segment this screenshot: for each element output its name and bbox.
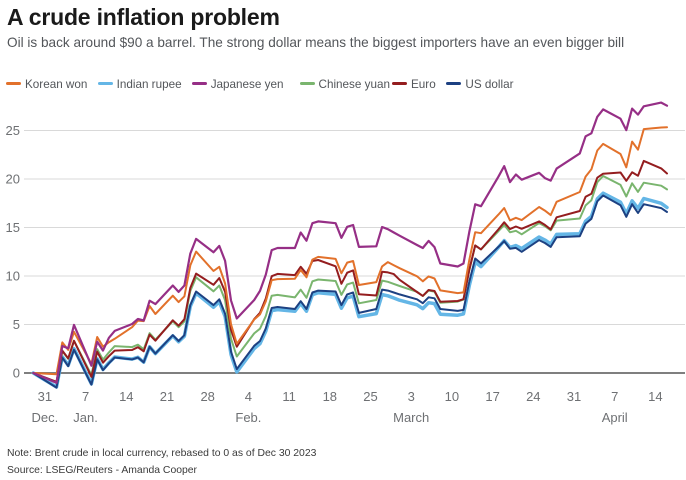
svg-text:31: 31: [567, 389, 581, 404]
svg-text:0: 0: [13, 366, 20, 381]
svg-text:March: March: [393, 410, 429, 425]
svg-text:15: 15: [6, 220, 20, 235]
svg-text:14: 14: [119, 389, 133, 404]
svg-text:10: 10: [445, 389, 459, 404]
svg-text:25: 25: [6, 123, 20, 138]
svg-text:14: 14: [648, 389, 662, 404]
svg-text:17: 17: [485, 389, 499, 404]
svg-text:21: 21: [160, 389, 174, 404]
svg-text:31: 31: [38, 389, 52, 404]
svg-text:28: 28: [200, 389, 214, 404]
svg-text:4: 4: [245, 389, 252, 404]
svg-text:Dec.: Dec.: [32, 410, 59, 425]
svg-text:7: 7: [82, 389, 89, 404]
svg-text:20: 20: [6, 172, 20, 187]
svg-text:3: 3: [408, 389, 415, 404]
svg-text:5: 5: [13, 317, 20, 332]
svg-text:7: 7: [611, 389, 618, 404]
svg-text:24: 24: [526, 389, 540, 404]
svg-text:10: 10: [6, 269, 20, 284]
svg-text:Feb.: Feb.: [235, 410, 261, 425]
svg-text:18: 18: [323, 389, 337, 404]
svg-text:25: 25: [363, 389, 377, 404]
svg-text:Jan.: Jan.: [73, 410, 98, 425]
svg-text:11: 11: [282, 389, 296, 404]
svg-text:April: April: [602, 410, 628, 425]
